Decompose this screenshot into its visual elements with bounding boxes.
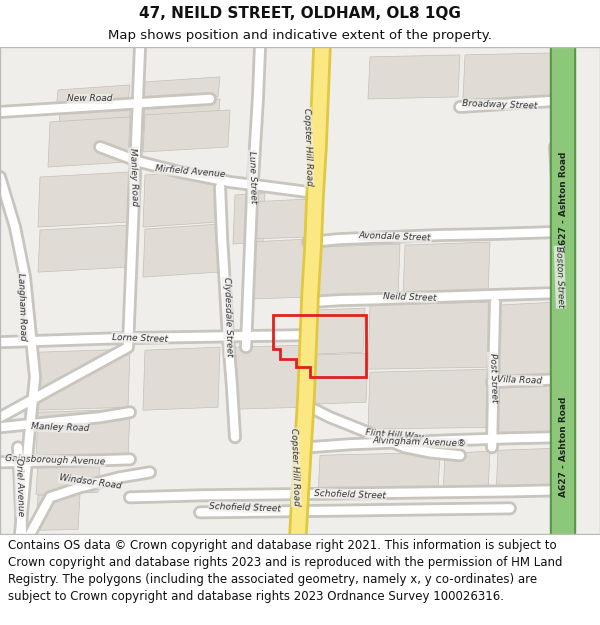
Polygon shape — [143, 224, 220, 277]
Polygon shape — [463, 53, 555, 99]
Text: Gainsborough Avenue: Gainsborough Avenue — [5, 454, 105, 466]
Text: Manley Road: Manley Road — [128, 148, 140, 206]
Polygon shape — [368, 369, 490, 429]
Polygon shape — [143, 347, 220, 410]
Polygon shape — [318, 452, 440, 496]
Text: 47, NEILD STREET, OLDHAM, OL8 1QG: 47, NEILD STREET, OLDHAM, OL8 1QG — [139, 6, 461, 21]
Polygon shape — [38, 172, 130, 227]
Polygon shape — [246, 199, 308, 239]
Polygon shape — [36, 460, 100, 494]
Polygon shape — [143, 170, 220, 227]
Polygon shape — [143, 110, 230, 152]
Polygon shape — [443, 451, 490, 494]
Text: Copster Hill Road: Copster Hill Road — [302, 108, 314, 186]
Polygon shape — [233, 193, 265, 244]
Text: Contains OS data © Crown copyright and database right 2021. This information is : Contains OS data © Crown copyright and d… — [8, 539, 563, 603]
Polygon shape — [496, 448, 555, 494]
Polygon shape — [233, 345, 306, 409]
Polygon shape — [368, 55, 460, 99]
Polygon shape — [143, 99, 220, 132]
Text: Flint Hill Way: Flint Hill Way — [365, 428, 425, 442]
Text: Neild Street: Neild Street — [383, 292, 437, 302]
Text: Clydesdale Street: Clydesdale Street — [222, 277, 234, 357]
Text: Langham Road: Langham Road — [16, 273, 28, 341]
Text: Schofield Street: Schofield Street — [314, 489, 386, 500]
Text: Lune Street: Lune Street — [247, 151, 257, 203]
Text: Alvingham Avenue®: Alvingham Avenue® — [373, 436, 467, 448]
Text: New Road: New Road — [67, 94, 113, 103]
Text: Manley Road: Manley Road — [31, 422, 89, 432]
Polygon shape — [143, 77, 220, 102]
Polygon shape — [496, 385, 555, 439]
Polygon shape — [36, 494, 80, 531]
Polygon shape — [318, 244, 400, 299]
Polygon shape — [368, 302, 490, 369]
Text: A627 - Ashton Road: A627 - Ashton Road — [559, 152, 568, 252]
Text: Broadway Street: Broadway Street — [462, 99, 538, 111]
Text: Mirfield Avenue: Mirfield Avenue — [155, 164, 226, 179]
Polygon shape — [310, 353, 368, 404]
Text: Map shows position and indicative extent of the property.: Map shows position and indicative extent… — [108, 29, 492, 42]
Text: A627 - Ashton Road: A627 - Ashton Road — [559, 397, 568, 498]
Text: Boston Street: Boston Street — [554, 246, 566, 308]
Polygon shape — [56, 85, 130, 110]
Polygon shape — [403, 242, 490, 297]
Text: Avondale Street: Avondale Street — [359, 231, 431, 243]
Text: Post Street: Post Street — [488, 352, 499, 402]
Text: Windsor Road: Windsor Road — [58, 474, 122, 491]
Polygon shape — [246, 239, 308, 299]
Text: Schofield Street: Schofield Street — [209, 502, 281, 513]
Polygon shape — [48, 117, 130, 167]
Polygon shape — [496, 302, 555, 379]
Text: Oriel Avenue: Oriel Avenue — [14, 458, 26, 517]
Polygon shape — [58, 107, 130, 147]
Polygon shape — [36, 349, 130, 410]
Polygon shape — [36, 409, 130, 460]
Text: Copster Hill Road: Copster Hill Road — [289, 428, 301, 506]
Polygon shape — [38, 225, 130, 272]
Text: Lorne Street: Lorne Street — [112, 332, 168, 344]
Text: Villa Road: Villa Road — [497, 375, 542, 386]
Polygon shape — [310, 308, 365, 354]
